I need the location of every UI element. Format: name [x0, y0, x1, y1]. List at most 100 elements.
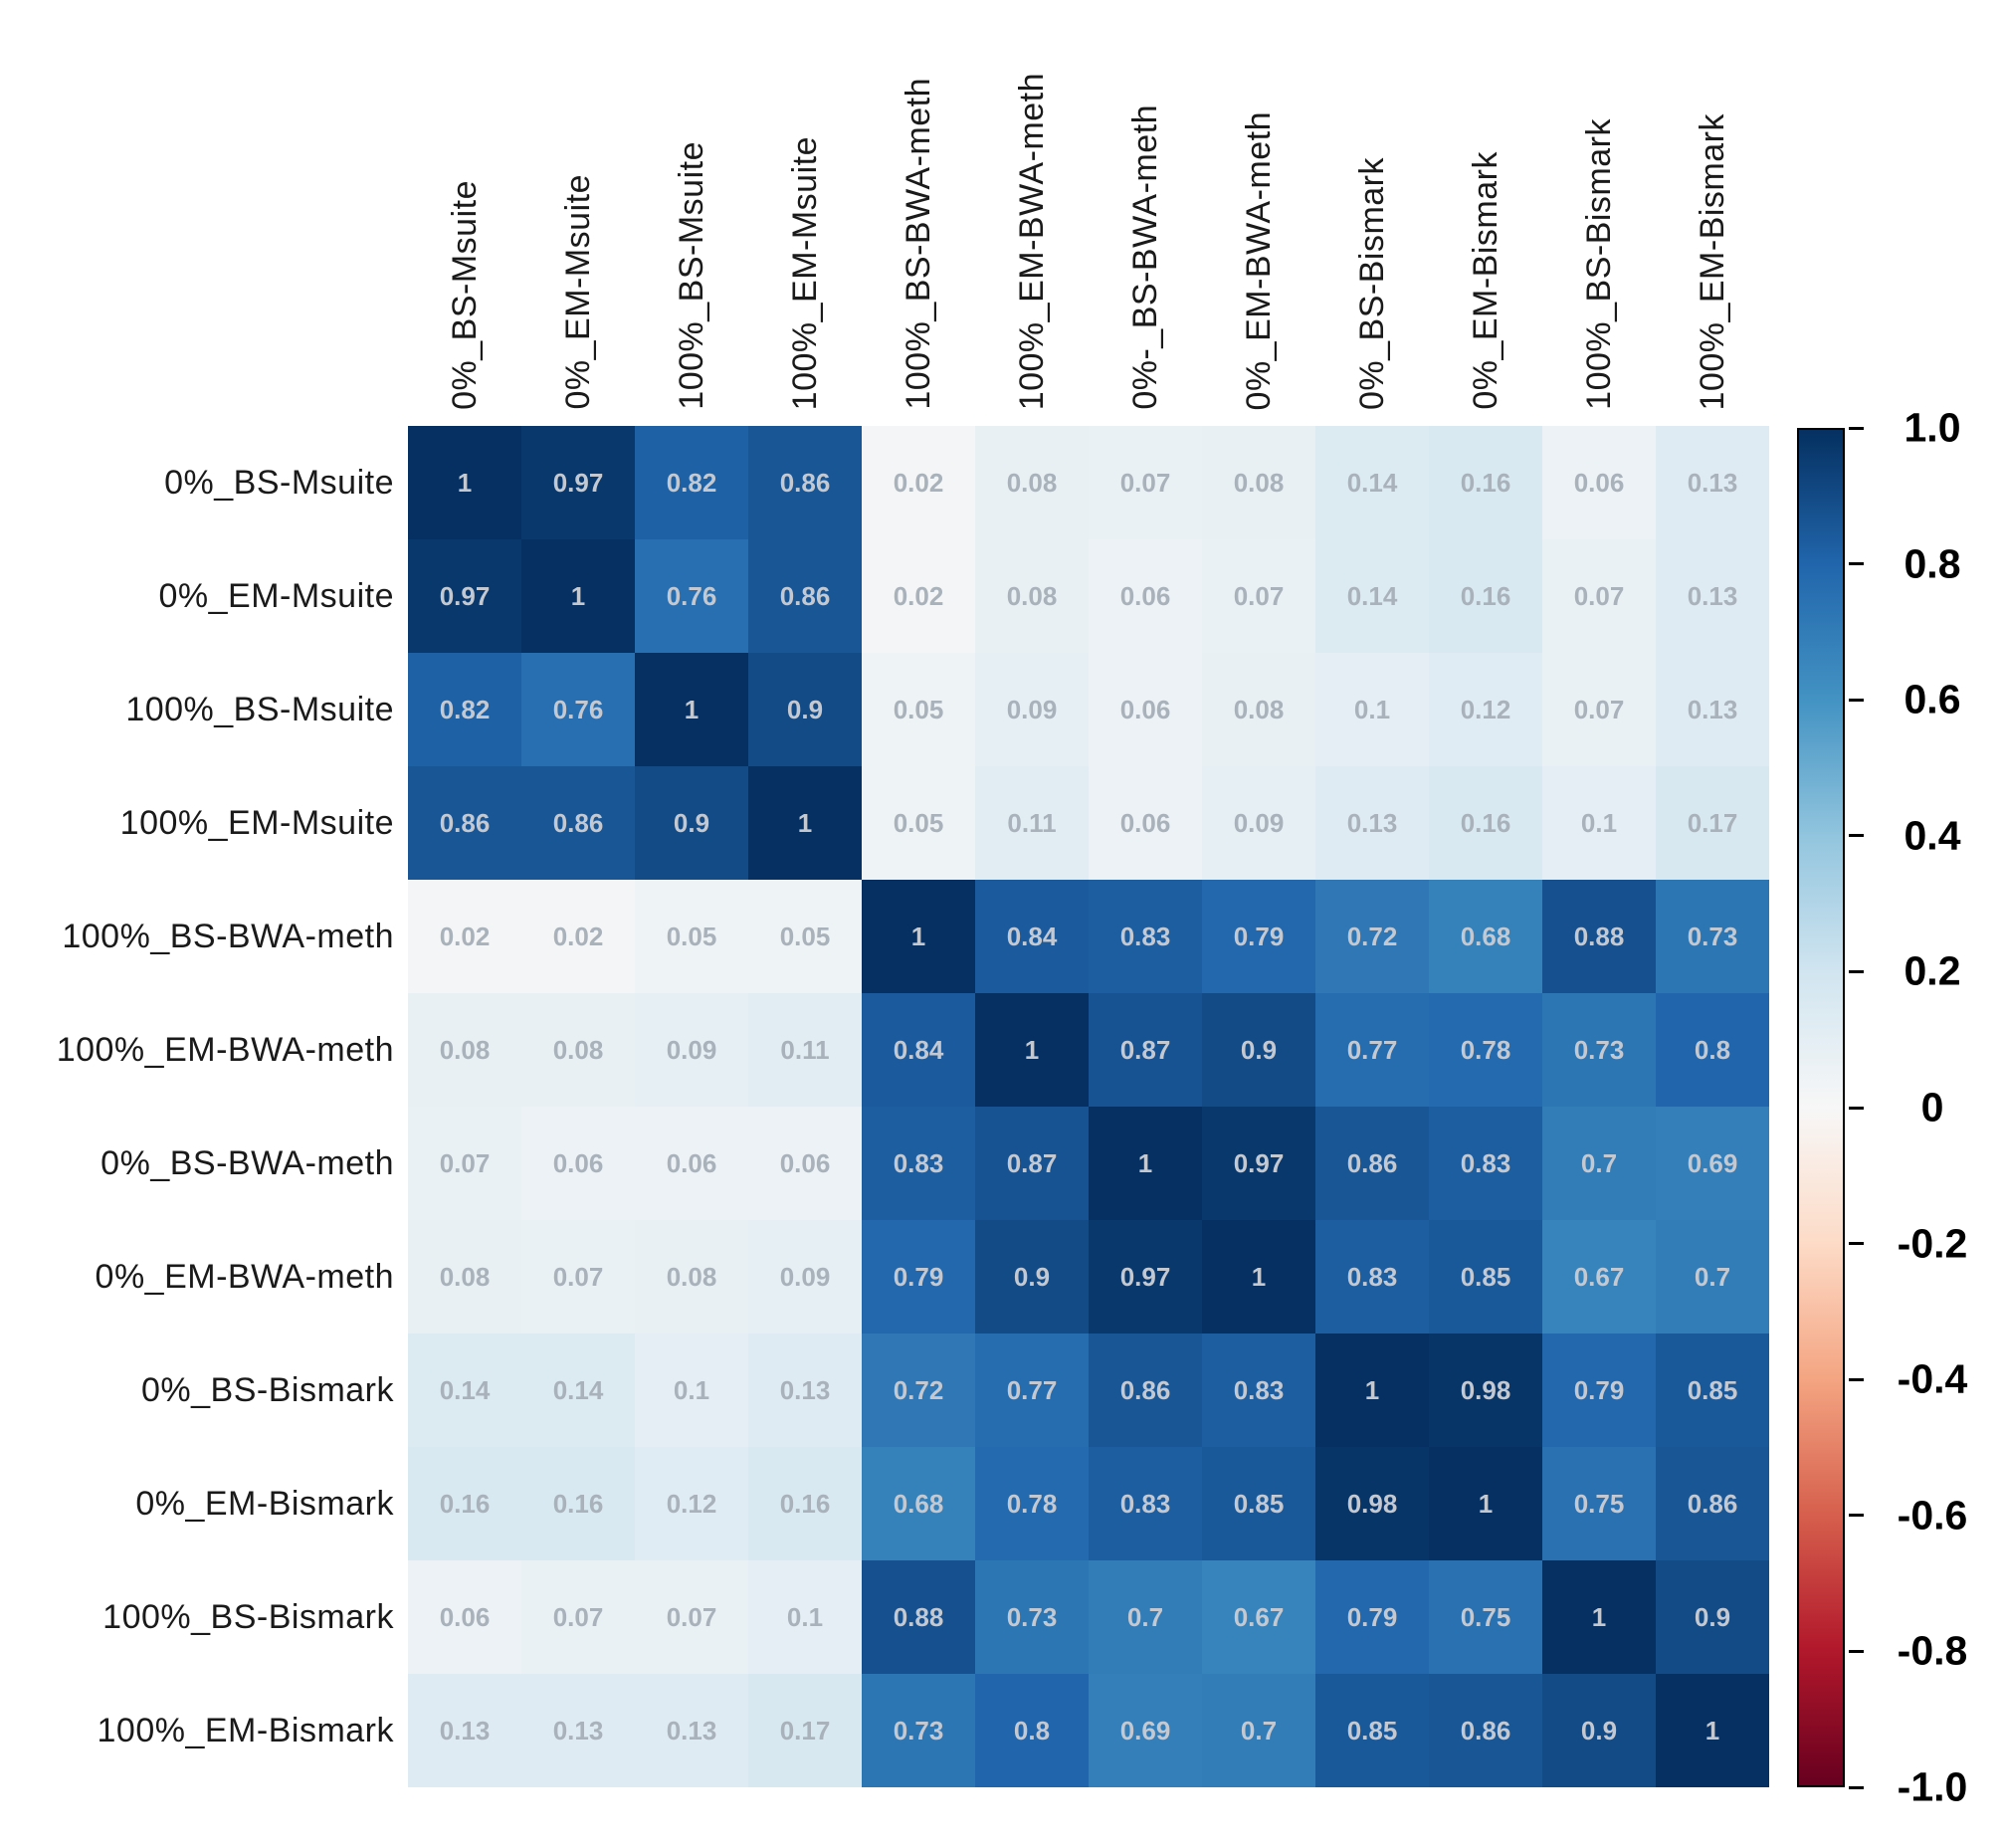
heatmap-cell-r10-c1: 0.07 [521, 1560, 635, 1674]
y-axis-label-11: 100%_EM-Bismark [97, 1711, 394, 1749]
heatmap-cell-r8-c9: 0.98 [1429, 1334, 1542, 1447]
heatmap-cell-r0-c10: 0.06 [1542, 426, 1656, 539]
heatmap-cell-r1-c2: 0.76 [635, 539, 748, 653]
x-axis-label-4: 100%_BS-BWA-meth [862, 0, 975, 418]
heatmap-cell-r3-c6: 0.06 [1089, 766, 1202, 880]
heatmap-cell-r4-c3: 0.05 [748, 880, 862, 993]
heatmap-cell-r0-c7: 0.08 [1202, 426, 1315, 539]
heatmap-cell-r9-c10: 0.75 [1542, 1447, 1656, 1560]
heatmap-cell-r0-c1: 0.97 [521, 426, 635, 539]
heatmap-cell-r3-c4: 0.05 [862, 766, 975, 880]
colorbar-tick-mark-10 [1849, 1785, 1864, 1789]
heatmap-cell-r8-c5: 0.77 [975, 1334, 1089, 1447]
x-axis-label-text: 100%_BS-BWA-meth [899, 78, 937, 410]
heatmap-cell-r5-c8: 0.77 [1315, 993, 1429, 1107]
x-axis-label-text: 0%_EM-Msuite [558, 174, 597, 410]
y-axis-label-7: 0%_EM-BWA-meth [95, 1257, 394, 1296]
heatmap-cell-r2-c8: 0.1 [1315, 653, 1429, 766]
colorbar-tick-label-10: -1.0 [1897, 1763, 1968, 1810]
x-axis-label-text: 100%_BS-Bismark [1579, 118, 1618, 410]
colorbar-tick-mark-1 [1849, 562, 1864, 566]
heatmap-cell-r10-c0: 0.06 [408, 1560, 521, 1674]
heatmap-cell-r10-c5: 0.73 [975, 1560, 1089, 1674]
heatmap-cell-r3-c7: 0.09 [1202, 766, 1315, 880]
heatmap-cell-r6-c8: 0.86 [1315, 1107, 1429, 1220]
heatmap-cell-r8-c8: 1 [1315, 1334, 1429, 1447]
y-axis-label-10: 100%_BS-Bismark [102, 1597, 394, 1636]
colorbar-tick-mark-0 [1849, 426, 1864, 430]
colorbar-tick-label-7: -0.4 [1897, 1355, 1968, 1402]
heatmap-cell-r7-c9: 0.85 [1429, 1220, 1542, 1334]
heatmap-cell-r9-c6: 0.83 [1089, 1447, 1202, 1560]
heatmap-cell-r1-c7: 0.07 [1202, 539, 1315, 653]
heatmap-cell-r1-c9: 0.16 [1429, 539, 1542, 653]
heatmap-cell-r3-c3: 1 [748, 766, 862, 880]
heatmap-cell-r8-c1: 0.14 [521, 1334, 635, 1447]
heatmap-cell-r4-c5: 0.84 [975, 880, 1089, 993]
heatmap-cell-r1-c11: 0.13 [1656, 539, 1769, 653]
heatmap-cell-r6-c10: 0.7 [1542, 1107, 1656, 1220]
heatmap-cell-r11-c0: 0.13 [408, 1674, 521, 1787]
y-axis-label-5: 100%_EM-BWA-meth [56, 1030, 394, 1069]
colorbar-tick-label-9: -0.8 [1897, 1627, 1968, 1674]
heatmap-cell-r7-c11: 0.7 [1656, 1220, 1769, 1334]
heatmap-cell-r10-c3: 0.1 [748, 1560, 862, 1674]
heatmap-cell-r6-c9: 0.83 [1429, 1107, 1542, 1220]
heatmap-cell-r2-c0: 0.82 [408, 653, 521, 766]
heatmap-cell-r4-c9: 0.68 [1429, 880, 1542, 993]
heatmap-cell-r2-c3: 0.9 [748, 653, 862, 766]
heatmap-cell-r5-c9: 0.78 [1429, 993, 1542, 1107]
x-axis-label-2: 100%_BS-Msuite [635, 0, 748, 418]
colorbar-gradient [1797, 428, 1845, 1787]
x-axis-label-text: 0%_EM-Bismark [1466, 151, 1504, 410]
y-axis-label-0: 0%_BS-Msuite [164, 463, 394, 502]
x-axis-label-text: 0%_EM-BWA-meth [1239, 110, 1278, 410]
x-axis-label-text: 100%_EM-Bismark [1693, 112, 1731, 410]
heatmap-cell-r9-c4: 0.68 [862, 1447, 975, 1560]
heatmap-cell-r0-c3: 0.86 [748, 426, 862, 539]
heatmap-cell-r3-c2: 0.9 [635, 766, 748, 880]
x-axis-label-text: 0%_BS-Bismark [1352, 156, 1391, 410]
heatmap-cell-r8-c3: 0.13 [748, 1334, 862, 1447]
heatmap-cell-r4-c7: 0.79 [1202, 880, 1315, 993]
heatmap-cell-r9-c9: 1 [1429, 1447, 1542, 1560]
heatmap-cell-r10-c8: 0.79 [1315, 1560, 1429, 1674]
x-axis-label-8: 0%_BS-Bismark [1315, 0, 1429, 418]
x-axis-label-3: 100%_EM-Msuite [748, 0, 862, 418]
heatmap-cell-r9-c11: 0.86 [1656, 1447, 1769, 1560]
heatmap-cell-r10-c2: 0.07 [635, 1560, 748, 1674]
heatmap-cell-r5-c3: 0.11 [748, 993, 862, 1107]
heatmap-cell-r0-c2: 0.82 [635, 426, 748, 539]
heatmap-cell-r4-c11: 0.73 [1656, 880, 1769, 993]
heatmap-cell-r5-c11: 0.8 [1656, 993, 1769, 1107]
heatmap-cell-r1-c5: 0.08 [975, 539, 1089, 653]
heatmap-cell-r2-c10: 0.07 [1542, 653, 1656, 766]
heatmap-cell-r1-c4: 0.02 [862, 539, 975, 653]
heatmap-cell-r0-c4: 0.02 [862, 426, 975, 539]
heatmap-cell-r5-c5: 1 [975, 993, 1089, 1107]
heatmap-cell-r7-c7: 1 [1202, 1220, 1315, 1334]
heatmap-cell-r7-c8: 0.83 [1315, 1220, 1429, 1334]
x-axis-labels: 0%_BS-Msuite 0%_EM-Msuite 100%_BS-Msuite 10… [408, 0, 1769, 418]
heatmap-cell-r9-c7: 0.85 [1202, 1447, 1315, 1560]
heatmap-cell-r3-c10: 0.1 [1542, 766, 1656, 880]
heatmap-cell-r8-c11: 0.85 [1656, 1334, 1769, 1447]
heatmap-cell-r10-c4: 0.88 [862, 1560, 975, 1674]
heatmap-cell-r7-c10: 0.67 [1542, 1220, 1656, 1334]
x-axis-label-6: 0%-_BS-BWA-meth [1089, 0, 1202, 418]
heatmap-cell-r6-c7: 0.97 [1202, 1107, 1315, 1220]
heatmap-cell-r2-c1: 0.76 [521, 653, 635, 766]
colorbar-tick-label-3: 0.4 [1904, 812, 1961, 859]
colorbar-tick-mark-5 [1849, 1106, 1864, 1110]
heatmap-cell-r11-c6: 0.69 [1089, 1674, 1202, 1787]
y-axis-labels: 0%_BS-Msuite 0%_EM-Msuite 100%_BS-Msuite 10… [0, 426, 394, 1787]
heatmap-cell-r6-c0: 0.07 [408, 1107, 521, 1220]
colorbar-tick-label-1: 0.8 [1904, 540, 1961, 587]
heatmap-cell-r4-c0: 0.02 [408, 880, 521, 993]
x-axis-label-1: 0%_EM-Msuite [521, 0, 635, 418]
y-axis-label-1: 0%_EM-Msuite [158, 576, 394, 615]
heatmap-cell-r4-c4: 1 [862, 880, 975, 993]
heatmap-cell-r6-c2: 0.06 [635, 1107, 748, 1220]
heatmap-cell-r9-c3: 0.16 [748, 1447, 862, 1560]
